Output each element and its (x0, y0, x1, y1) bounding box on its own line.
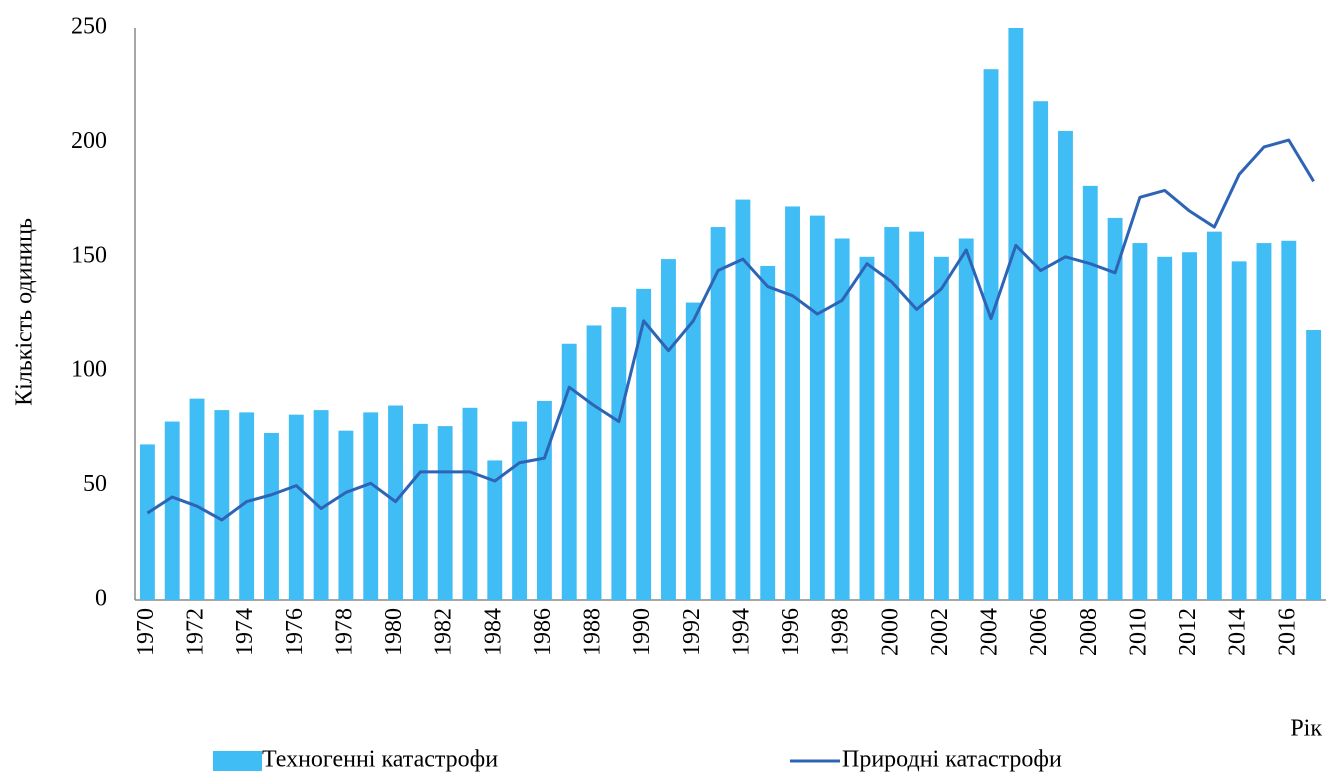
y-axis-label: Кількість одиниць (12, 218, 38, 406)
bar (139, 444, 155, 600)
bar (536, 400, 552, 600)
bar (933, 256, 949, 600)
x-tick-label: 1996 (778, 608, 804, 656)
bar (1132, 243, 1148, 600)
y-tick-label: 250 (71, 14, 107, 40)
x-tick-label: 1982 (431, 608, 457, 656)
bar (363, 412, 379, 600)
bar (586, 325, 602, 600)
x-axis-label: Рік (1290, 716, 1322, 742)
bar (214, 410, 230, 600)
x-tick-label: 2008 (1076, 608, 1102, 656)
x-tick-label: 2012 (1175, 608, 1201, 656)
y-tick-label: 100 (71, 357, 107, 383)
bar (189, 398, 205, 600)
bar (1107, 217, 1123, 601)
x-tick-label: 1988 (580, 608, 606, 656)
x-tick-label: 1976 (282, 608, 308, 656)
x-tick-label: 2002 (927, 608, 953, 656)
x-tick-label: 2004 (977, 608, 1003, 656)
bar (462, 407, 478, 600)
bar (239, 412, 255, 600)
x-tick-label: 1998 (828, 608, 854, 656)
x-tick-label: 1994 (728, 608, 754, 656)
bar (1256, 243, 1272, 600)
line (146, 138, 1315, 522)
bar (487, 460, 503, 600)
bar (1082, 185, 1098, 600)
y-tick-label: 0 (95, 586, 107, 612)
x-tick-label: 2006 (1026, 608, 1052, 656)
bar (264, 432, 279, 600)
bar (437, 426, 453, 600)
bar (412, 423, 428, 600)
bar (735, 199, 751, 600)
y-tick-label: 200 (71, 128, 107, 154)
x-tick-label: 1990 (629, 608, 655, 656)
x-tick-label: 1978 (331, 608, 357, 656)
bar (1206, 231, 1222, 600)
y-tick-label: 50 (83, 471, 107, 497)
x-tick-label: 1992 (679, 608, 705, 656)
bar (1231, 261, 1247, 600)
bar (809, 215, 825, 600)
x-tick-label: 1986 (530, 608, 556, 656)
bar (1008, 28, 1024, 600)
bar (785, 206, 800, 601)
bar (611, 307, 627, 600)
bar (760, 265, 776, 600)
bar (164, 421, 180, 600)
bar (1033, 101, 1049, 600)
bar (338, 430, 354, 600)
x-tick-label: 1980 (381, 608, 407, 656)
bar (834, 238, 850, 600)
x-tick-label: 1984 (480, 608, 506, 656)
bar (636, 288, 652, 600)
bar (1182, 252, 1197, 600)
bar (1058, 130, 1073, 600)
x-tick-label: 2016 (1274, 608, 1300, 656)
x-tick-label: 2000 (877, 608, 903, 656)
bar (1306, 330, 1322, 600)
legend-label: Техногенні катастрофи (262, 747, 498, 773)
bar (884, 227, 900, 600)
bar (909, 231, 925, 600)
bar (1281, 240, 1297, 600)
bar (859, 256, 875, 600)
bar (561, 343, 577, 600)
bar (983, 69, 999, 600)
bar (710, 227, 726, 600)
bar (288, 414, 304, 600)
legend: Техногенні катастрофи Природні катастроф… (213, 747, 1062, 773)
legend-swatch (213, 751, 262, 771)
bar (512, 421, 528, 600)
x-tick-label: 1970 (133, 608, 159, 656)
legend-label: Природні катастрофи (842, 747, 1062, 773)
x-tick-label: 1974 (232, 608, 258, 656)
bar (313, 410, 329, 600)
y-tick-label: 150 (71, 242, 107, 268)
bar (661, 259, 676, 600)
x-tick-label: 1972 (183, 608, 209, 656)
x-tick-label: 2010 (1125, 608, 1151, 656)
x-tick-label: 2014 (1225, 608, 1251, 656)
bar (958, 238, 974, 600)
bar (1157, 256, 1173, 600)
bar (685, 302, 701, 600)
